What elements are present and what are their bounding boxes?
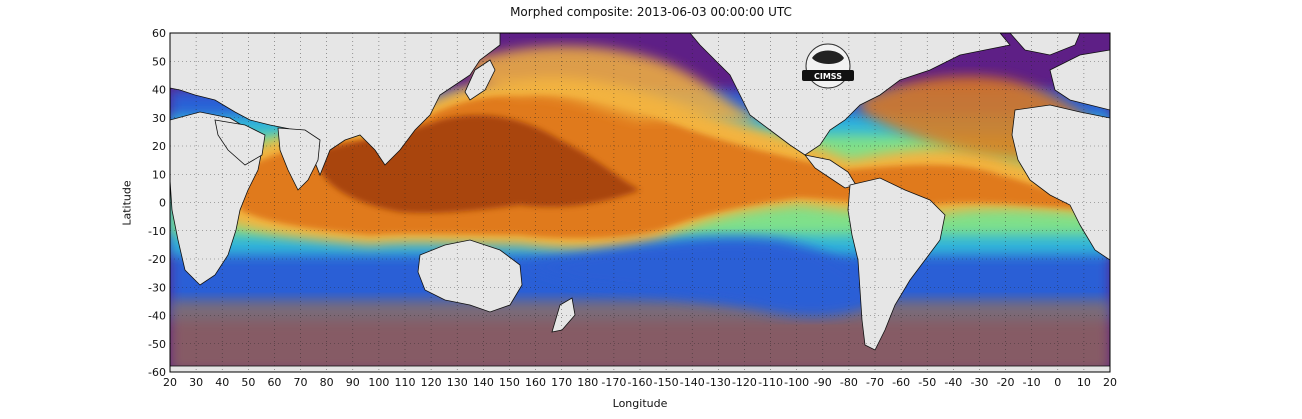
x-tick-label: -110 [758,376,783,389]
japan [464,59,496,101]
x-tick-label: -130 [706,376,731,389]
europe [1049,49,1110,111]
x-tick-label: -60 [892,376,910,389]
x-tick-label: -50 [918,376,936,389]
logo-text: CIMSS [814,72,842,81]
x-tick-label: 10 [1077,376,1091,389]
x-tick-label: -20 [997,376,1015,389]
y-tick-label: 30 [152,112,166,125]
x-tick-label: 20 [1103,376,1117,389]
greenland [1009,33,1081,56]
new-zealand [551,297,576,333]
australia [417,239,523,313]
india [277,127,321,191]
y-tick-label: 10 [152,168,166,181]
x-axis-label: Longitude [612,397,668,410]
x-tick-label: 70 [294,376,308,389]
x-tick-label: -140 [680,376,705,389]
x-tick-label: 100 [368,376,389,389]
y-tick-label: -20 [148,253,166,266]
y-tick-labels: 60 50 40 30 20 10 0 -10 -20 -30 -40 -50 -60 [148,27,166,379]
y-tick-label: -50 [148,338,166,351]
land-masses [170,33,1110,372]
south-america [847,177,946,351]
x-tick-label: 180 [577,376,598,389]
x-tick-labels: 20 30 40 50 60 70 80 90 100 110 120 130 140 150 160 170… [163,376,1117,389]
x-tick-label: -30 [970,376,988,389]
x-tick-label: -90 [814,376,832,389]
y-tick-label: -40 [148,310,166,323]
y-tick-label: 60 [152,27,166,40]
x-tick-label: 160 [525,376,546,389]
x-tick-label: -80 [840,376,858,389]
y-tick-label: 0 [159,197,166,210]
x-tick-label: -150 [654,376,679,389]
x-tick-label: 170 [551,376,572,389]
y-tick-label: -10 [148,225,166,238]
africa-east-edge [1011,104,1110,261]
y-tick-label: -60 [148,366,166,379]
y-tick-label: -30 [148,281,166,294]
x-tick-label: -170 [601,376,626,389]
y-tick-label: 20 [152,140,166,153]
y-tick-label: 50 [152,55,166,68]
x-tick-label: 140 [473,376,494,389]
x-tick-label: 30 [189,376,203,389]
x-tick-label: -120 [732,376,757,389]
x-tick-label: -40 [944,376,962,389]
x-tick-label: 150 [499,376,520,389]
x-tick-label: 90 [346,376,360,389]
x-tick-label: -10 [1023,376,1041,389]
x-tick-label: -70 [866,376,884,389]
x-tick-label: 60 [267,376,281,389]
x-tick-label: 0 [1054,376,1061,389]
north-america [689,33,1011,156]
x-tick-label: 130 [447,376,468,389]
x-tick-label: 40 [215,376,229,389]
x-tick-label: 20 [163,376,177,389]
x-tick-label: 110 [395,376,416,389]
x-tick-label: 120 [421,376,442,389]
cimss-logo: CIMSS [802,43,854,89]
y-tick-label: 40 [152,84,166,97]
arabian-peninsula [214,119,266,166]
x-tick-label: 50 [241,376,255,389]
x-tick-label: 80 [320,376,334,389]
grid-lines [170,33,1110,372]
x-tick-label: -100 [784,376,809,389]
x-tick-label: -160 [628,376,653,389]
chart-title: Morphed composite: 2013-06-03 00:00:00 U… [510,5,792,19]
plot-frame [169,32,1111,373]
